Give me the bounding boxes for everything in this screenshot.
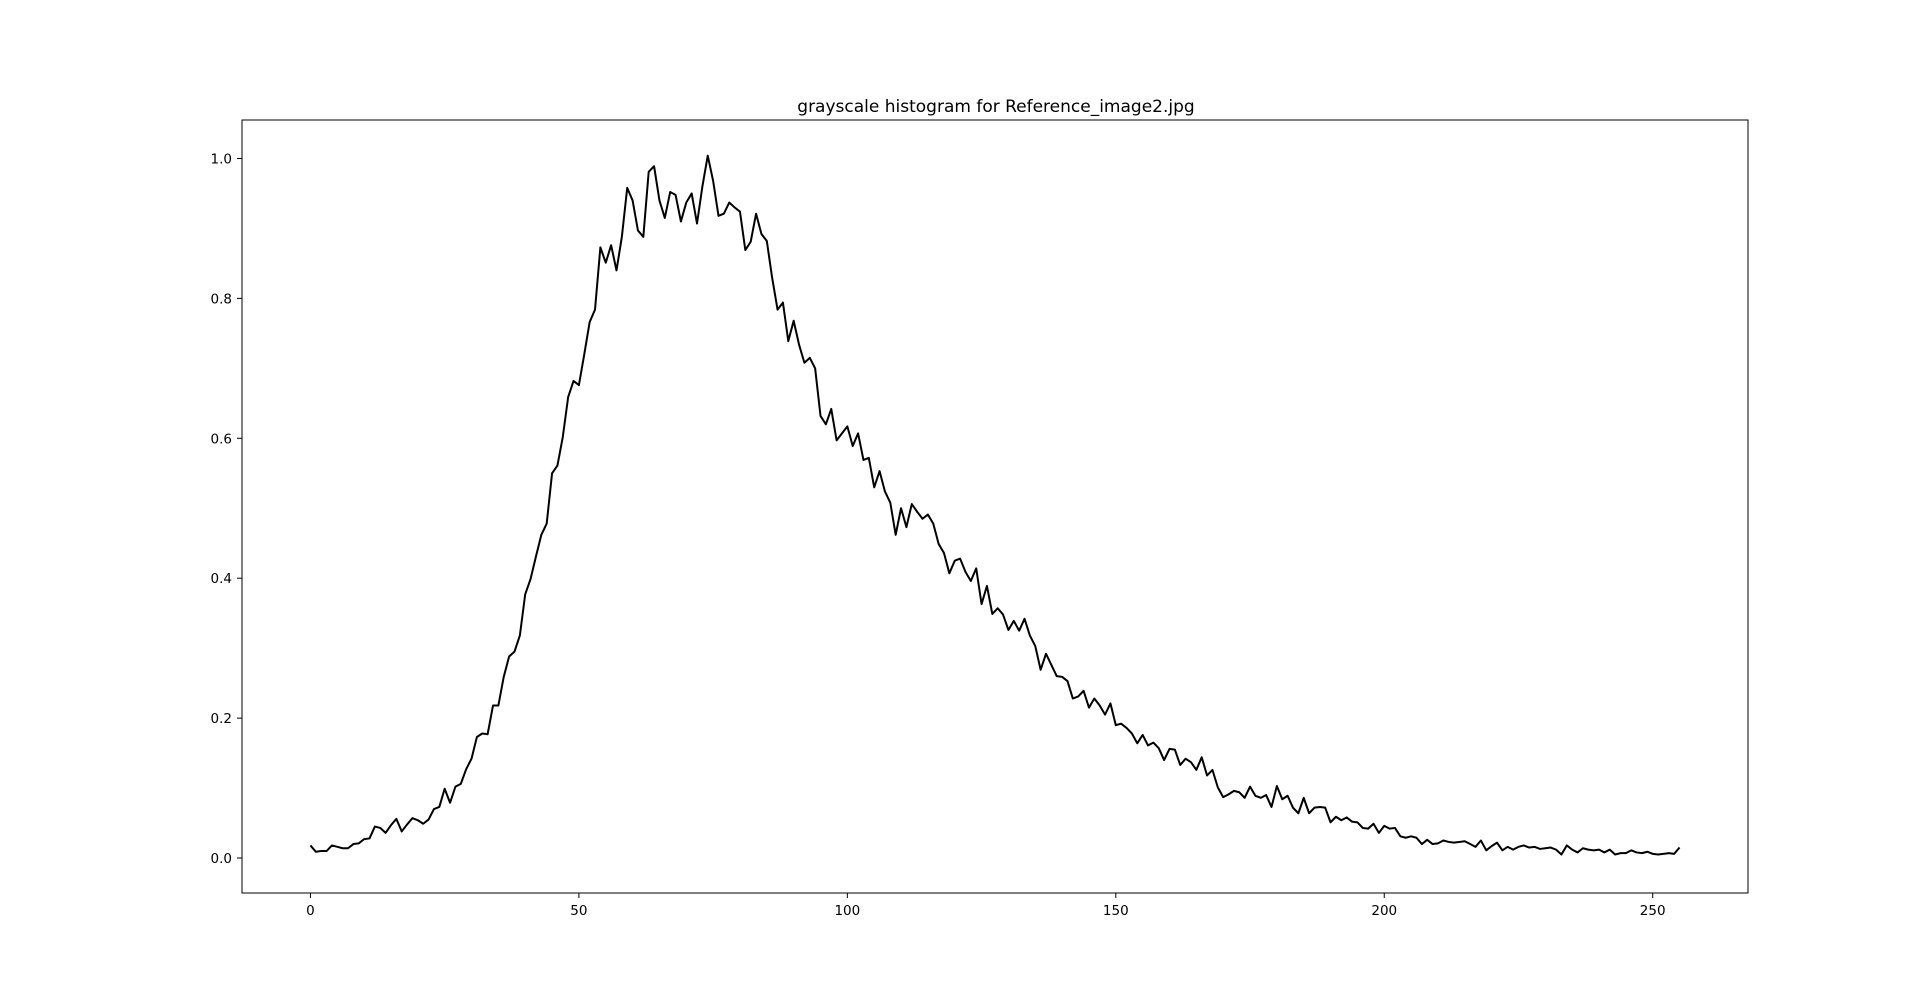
y-tick-label: 0.4: [211, 571, 232, 587]
plot-area: [241, 119, 1749, 894]
y-tick-label: 0.6: [211, 431, 232, 447]
x-tick-label: 150: [1103, 903, 1129, 919]
x-tick-label: 250: [1640, 903, 1666, 919]
y-tick-label: 0.8: [211, 291, 232, 307]
x-tick-label: 100: [834, 903, 860, 919]
chart-title: grayscale histogram for Reference_image2…: [797, 97, 1194, 117]
x-tick-label: 50: [570, 903, 587, 919]
grayscale-histogram-line: [309, 154, 1681, 856]
x-axis: 0 50 100 150 200 250: [306, 893, 1666, 919]
y-tick-label: 0.2: [211, 711, 232, 727]
x-tick-label: 200: [1371, 903, 1397, 919]
y-axis: 0.0 0.2 0.4 0.6 0.8 1.0: [211, 151, 242, 867]
y-tick-label: 1.0: [211, 151, 232, 167]
axes-frame: [241, 119, 1749, 894]
x-tick-label: 0: [306, 903, 315, 919]
y-tick-label: 0.0: [211, 851, 232, 867]
